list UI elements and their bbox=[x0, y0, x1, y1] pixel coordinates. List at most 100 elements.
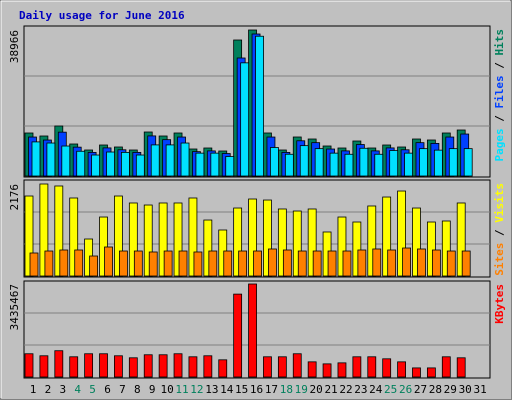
bar bbox=[374, 153, 384, 177]
bar bbox=[441, 356, 451, 378]
legend: Sites / Visits bbox=[493, 183, 506, 276]
bar bbox=[255, 35, 264, 177]
bar bbox=[225, 156, 235, 177]
bar bbox=[208, 250, 218, 277]
bar bbox=[314, 148, 324, 177]
x-tick-label: 26 bbox=[399, 383, 412, 396]
x-tick-label: 2 bbox=[45, 383, 52, 396]
x-tick-label: 17 bbox=[265, 383, 278, 396]
bar bbox=[402, 247, 411, 277]
bar bbox=[69, 197, 79, 277]
x-tick-label: 14 bbox=[220, 383, 234, 396]
bar bbox=[193, 251, 203, 277]
bar bbox=[389, 150, 399, 177]
x-tick-label: 19 bbox=[295, 383, 308, 396]
x-tick-label: 4 bbox=[74, 383, 81, 396]
legend-separator: / bbox=[493, 56, 506, 76]
bar bbox=[292, 353, 302, 378]
bar bbox=[114, 195, 123, 277]
x-tick-label: 30 bbox=[459, 383, 472, 396]
bar bbox=[426, 367, 436, 378]
bar bbox=[419, 148, 428, 177]
x-tick-label: 16 bbox=[250, 383, 263, 396]
bar bbox=[292, 210, 302, 277]
bar bbox=[342, 250, 352, 277]
x-tick-label: 11 bbox=[175, 383, 188, 396]
bar bbox=[307, 208, 317, 277]
bar bbox=[248, 283, 257, 378]
bar bbox=[357, 249, 367, 277]
bar bbox=[397, 190, 406, 277]
bar bbox=[74, 249, 84, 277]
bar bbox=[119, 250, 128, 277]
bar bbox=[463, 148, 473, 177]
bar bbox=[382, 358, 392, 378]
bar bbox=[268, 248, 277, 277]
bar bbox=[322, 363, 332, 378]
bar bbox=[417, 248, 426, 277]
bar bbox=[297, 250, 307, 277]
bar bbox=[352, 356, 362, 378]
bar bbox=[188, 197, 198, 277]
bar bbox=[188, 356, 198, 378]
bar bbox=[91, 154, 101, 177]
bar bbox=[352, 221, 362, 277]
legend-entry: Visits bbox=[493, 183, 506, 223]
bar bbox=[387, 249, 397, 277]
bar bbox=[238, 250, 248, 277]
bar bbox=[114, 355, 123, 378]
bar bbox=[240, 62, 250, 177]
bar bbox=[69, 356, 79, 378]
x-tick-label: 20 bbox=[310, 383, 323, 396]
bar bbox=[173, 202, 183, 277]
bar bbox=[284, 153, 294, 177]
x-tick-label: 31 bbox=[473, 383, 486, 396]
bar bbox=[31, 141, 41, 177]
x-tick-label: 18 bbox=[280, 383, 293, 396]
bar bbox=[233, 207, 243, 277]
bar bbox=[133, 250, 143, 277]
bar bbox=[54, 185, 64, 277]
bar bbox=[433, 149, 443, 177]
bar bbox=[426, 221, 436, 277]
bar bbox=[99, 353, 108, 378]
bar bbox=[61, 145, 71, 177]
x-tick-label: 28 bbox=[429, 383, 442, 396]
x-tick-label: 21 bbox=[324, 383, 337, 396]
x-tick-label: 13 bbox=[205, 383, 218, 396]
bar bbox=[195, 152, 205, 177]
bar bbox=[253, 250, 262, 277]
bar bbox=[165, 144, 175, 177]
bar bbox=[456, 357, 466, 378]
bar bbox=[59, 249, 69, 277]
bar bbox=[128, 357, 138, 378]
bar bbox=[210, 152, 220, 177]
bar bbox=[248, 198, 257, 277]
bar bbox=[180, 142, 190, 177]
bar bbox=[173, 353, 183, 378]
bar bbox=[39, 183, 49, 277]
legend-separator: / bbox=[493, 109, 506, 129]
bar bbox=[456, 202, 466, 277]
bar bbox=[372, 248, 382, 277]
x-tick-label: 8 bbox=[134, 383, 141, 396]
legend-separator: / bbox=[493, 223, 506, 243]
bar bbox=[178, 250, 188, 277]
bar bbox=[233, 293, 243, 378]
bar bbox=[46, 142, 56, 177]
x-tick-label: 23 bbox=[354, 383, 367, 396]
x-tick-label: 22 bbox=[339, 383, 352, 396]
bar bbox=[446, 250, 456, 277]
bar bbox=[329, 152, 339, 177]
x-tick-label: 3 bbox=[59, 383, 66, 396]
bar bbox=[106, 151, 115, 177]
bar bbox=[150, 144, 160, 177]
bar bbox=[29, 252, 39, 277]
x-tick-label: 5 bbox=[89, 383, 96, 396]
bar bbox=[158, 202, 168, 277]
legend: KBytes bbox=[493, 284, 506, 324]
x-tick-label: 24 bbox=[369, 383, 383, 396]
bar bbox=[277, 208, 287, 277]
